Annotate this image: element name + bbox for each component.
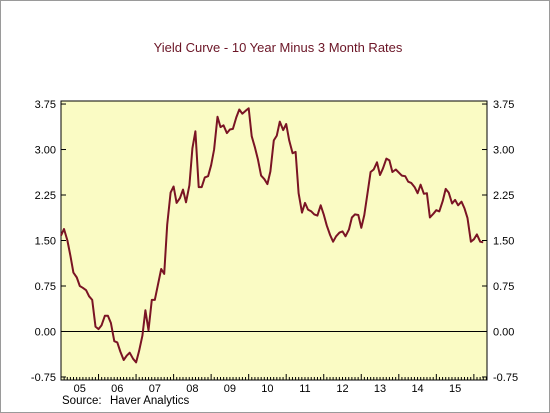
y-tick-label-right: -0.75: [493, 372, 518, 384]
y-tick-label-right: 3.75: [493, 99, 514, 111]
axis-ticks: [60, 103, 487, 380]
y-tick-label-left: 0.75: [35, 281, 56, 293]
y-tick-label-right: 0.75: [493, 281, 514, 293]
x-tick-label: 11: [299, 383, 310, 395]
x-tick-label: 10: [261, 383, 273, 395]
source-label: Source:: [62, 395, 102, 407]
axis-labels: 3.75 3.75 3.00 3.00 2.25 2.25 1.50 1.50 0.75 0.75…: [31, 99, 518, 395]
y-tick-label-left: 1.50: [35, 236, 56, 248]
y-tick-label-left: -0.75: [31, 372, 56, 384]
y-tick-label-left: 0.00: [35, 326, 56, 338]
y-tick-label-left: 2.25: [35, 190, 56, 202]
x-tick-label: 09: [224, 383, 236, 395]
x-tick-label: 12: [336, 383, 348, 395]
x-tick-label: 07: [149, 383, 161, 395]
y-tick-label-right: 0.00: [493, 326, 514, 338]
y-tick-label-right: 1.50: [493, 236, 514, 248]
chart-title: Yield Curve - 10 Year Minus 3 Month Rate…: [154, 40, 403, 55]
series-line-yield-spread: [60, 107, 484, 364]
y-tick-label-left: 3.00: [35, 145, 56, 157]
x-tick-label: 13: [374, 383, 386, 395]
y-tick-label-left: 3.75: [35, 99, 56, 111]
x-tick-label: 15: [449, 383, 461, 395]
x-tick-label: 06: [111, 383, 123, 395]
x-tick-label: 14: [411, 383, 423, 395]
x-tick-label: 08: [186, 383, 198, 395]
x-tick-label: 05: [74, 383, 86, 395]
source-name: Haver Analytics: [110, 395, 190, 407]
y-tick-label-right: 3.00: [493, 145, 514, 157]
y-tick-label-right: 2.25: [493, 190, 514, 202]
